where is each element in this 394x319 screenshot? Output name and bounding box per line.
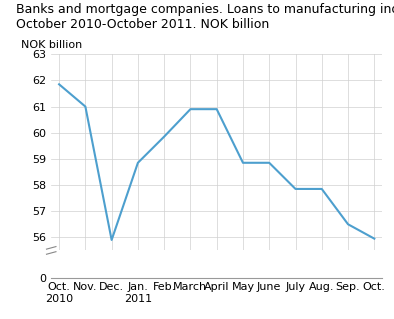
Text: Banks and mortgage companies. Loans to manufacturing industry.
October 2010-Octo: Banks and mortgage companies. Loans to m…	[16, 3, 394, 31]
Text: NOK billion: NOK billion	[21, 40, 83, 50]
